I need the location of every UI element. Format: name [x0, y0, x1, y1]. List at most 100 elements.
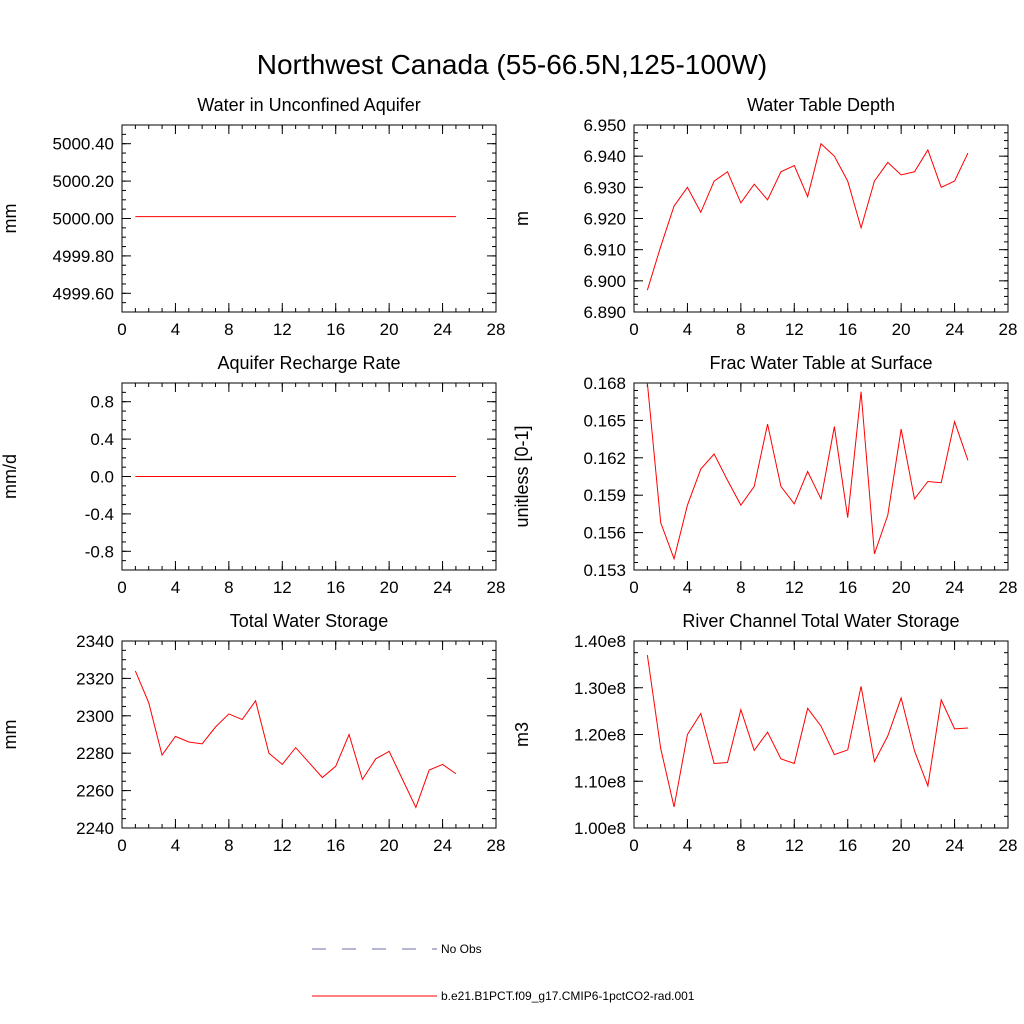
x-tick-label: 8: [224, 320, 233, 339]
y-tick-label: 1.30e8: [574, 679, 626, 698]
panel-5: Total Water Storage mm 0 4 8 12 16 20 24 28 2240 22…: [0, 611, 505, 855]
x-tick-label: 24: [945, 836, 964, 855]
y-tick-label: 0.156: [583, 524, 626, 543]
plot-frame: [633, 640, 1009, 829]
y-tick-label: 1.20e8: [574, 726, 626, 745]
y-tick-label: 1.40e8: [574, 632, 626, 651]
x-tick-label: 4: [171, 578, 180, 597]
x-tick-label: 28: [999, 578, 1018, 597]
x-tick-label: 4: [683, 836, 692, 855]
x-tick-label: 20: [380, 320, 399, 339]
y-tick-label: 2300: [76, 707, 114, 726]
y-tick-label: 0.168: [583, 374, 626, 393]
legend-model-label: b.e21.B1PCT.f09_g17.CMIP6-1pctCO2-rad.00…: [441, 989, 695, 1003]
x-tick-label: 24: [945, 320, 964, 339]
x-tick-label: 28: [999, 836, 1018, 855]
x-tick-label: 0: [629, 836, 638, 855]
legend: No Obs b.e21.B1PCT.f09_g17.CMIP6-1pctCO2…: [312, 942, 695, 1003]
y-tick-label: -0.8: [85, 542, 114, 561]
x-tick-label: 20: [380, 578, 399, 597]
y-tick-label: 6.900: [583, 272, 626, 291]
y-tick-label: 0.162: [583, 449, 626, 468]
x-tick-label: 4: [683, 578, 692, 597]
x-tick-label: 20: [892, 836, 911, 855]
y-tick-label: 6.930: [583, 178, 626, 197]
y-tick-label: 4999.60: [53, 284, 114, 303]
x-tick-label: 24: [433, 320, 452, 339]
y-tick-label: 5000.40: [53, 135, 114, 154]
x-tick-label: 4: [683, 320, 692, 339]
x-tick-label: 28: [487, 320, 506, 339]
y-tick-label: 5000.00: [53, 210, 114, 229]
x-tick-label: 20: [892, 320, 911, 339]
y-tick-label: 6.910: [583, 241, 626, 260]
panel-title: Total Water Storage: [230, 611, 388, 631]
y-tick-label: 1.10e8: [574, 772, 626, 791]
y-tick-label: 6.940: [583, 147, 626, 166]
x-tick-label: 0: [629, 578, 638, 597]
y-tick-label: 0.4: [90, 430, 114, 449]
y-tick-label: 5000.20: [53, 172, 114, 191]
x-tick-label: 16: [326, 836, 345, 855]
x-tick-label: 8: [736, 578, 745, 597]
y-tick-label: 2280: [76, 744, 114, 763]
x-tick-label: 16: [838, 320, 857, 339]
x-tick-label: 8: [736, 320, 745, 339]
series-line: [134, 670, 457, 809]
x-tick-label: 16: [838, 836, 857, 855]
x-tick-label: 24: [945, 578, 964, 597]
x-tick-label: 28: [487, 836, 506, 855]
x-tick-label: 12: [273, 578, 292, 597]
x-tick-label: 16: [326, 578, 345, 597]
panel-4: Frac Water Table at Surface unitless [0-1…: [512, 353, 1017, 597]
panel-title: Frac Water Table at Surface: [709, 353, 932, 373]
x-tick-label: 0: [629, 320, 638, 339]
series-line: [646, 654, 968, 808]
y-axis-label: mm: [0, 204, 20, 234]
legend-obs-label: No Obs: [441, 942, 482, 956]
x-tick-label: 12: [273, 320, 292, 339]
y-tick-label: 4999.80: [53, 247, 114, 266]
series-line: [646, 382, 969, 561]
panel-title: Aquifer Recharge Rate: [217, 353, 400, 373]
x-tick-label: 4: [171, 320, 180, 339]
panel-title: River Channel Total Water Storage: [682, 611, 959, 631]
y-axis-label: m3: [512, 722, 532, 747]
y-tick-label: 2260: [76, 782, 114, 801]
plot-frame: [121, 640, 497, 829]
x-tick-label: 16: [326, 320, 345, 339]
x-tick-label: 20: [380, 836, 399, 855]
y-tick-label: 0.8: [90, 393, 114, 412]
y-tick-label: 2320: [76, 669, 114, 688]
y-tick-label: 6.890: [583, 303, 626, 322]
x-tick-label: 20: [892, 578, 911, 597]
panel-1: Water in Unconfined Aquifer mm 0 4 8 12 16 20 24…: [0, 95, 505, 339]
y-tick-label: 2240: [76, 819, 114, 838]
y-tick-label: 2340: [76, 632, 114, 651]
plot-frame: [121, 124, 497, 313]
panel-2: Water Table Depth m 0 4 8 12 16 20 24 28 6.890 6.90…: [512, 95, 1017, 339]
figure-title: Northwest Canada (55-66.5N,125-100W): [257, 49, 767, 80]
panel-title: Water Table Depth: [747, 95, 895, 115]
x-tick-label: 24: [433, 836, 452, 855]
x-tick-label: 28: [487, 578, 506, 597]
x-tick-label: 0: [117, 578, 126, 597]
x-tick-label: 4: [171, 836, 180, 855]
x-tick-label: 28: [999, 320, 1018, 339]
y-tick-label: 0.159: [583, 486, 626, 505]
y-tick-label: 0.0: [90, 468, 114, 487]
y-axis-label: mm/d: [0, 454, 20, 499]
plot-frame: [633, 124, 1009, 313]
x-tick-label: 16: [838, 578, 857, 597]
panel-title: Water in Unconfined Aquifer: [197, 95, 420, 115]
y-tick-label: -0.4: [85, 505, 114, 524]
y-tick-label: 0.165: [583, 411, 626, 430]
y-tick-label: 1.00e8: [574, 819, 626, 838]
x-tick-label: 24: [433, 578, 452, 597]
panel-3: Aquifer Recharge Rate mm/d 0 4 8 12 16 20 24 28 -0…: [0, 353, 505, 597]
x-tick-label: 12: [785, 320, 804, 339]
y-axis-label: m: [512, 211, 532, 226]
panel-6: River Channel Total Water Storage m3 0 4 8 12…: [512, 611, 1017, 855]
panels: Water in Unconfined Aquifer mm 0 4 8 12 16 20 24…: [0, 95, 1017, 855]
